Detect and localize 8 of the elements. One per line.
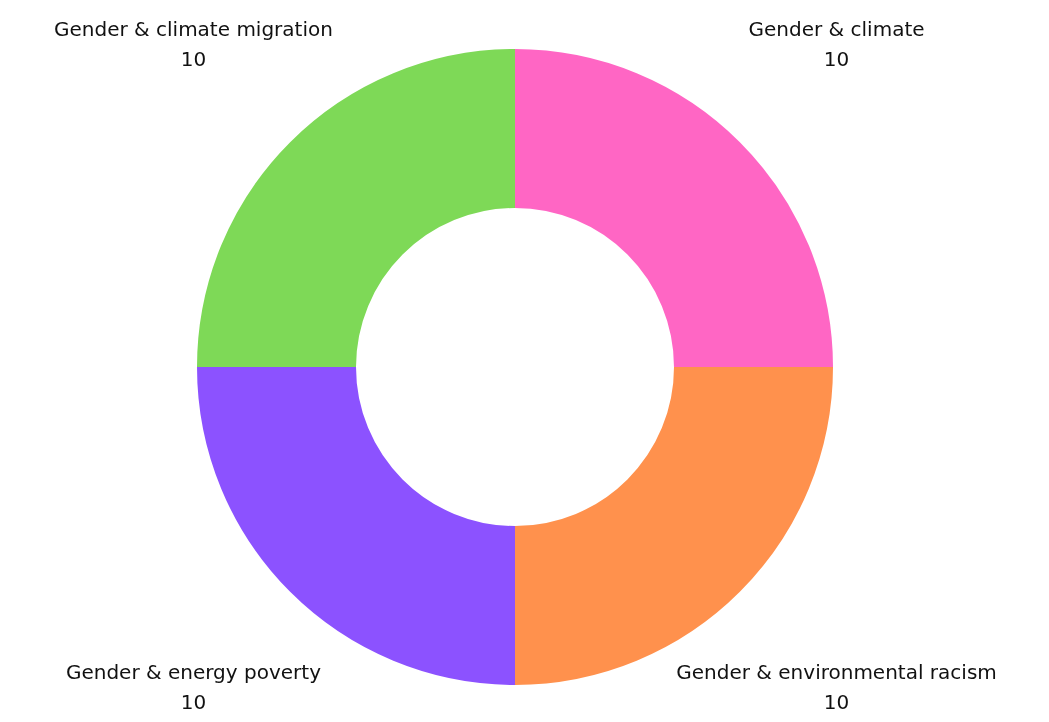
slice-label: Gender & climate [748, 16, 925, 41]
slice-label: Gender & energy poverty [65, 659, 322, 684]
data-label: 10 [823, 689, 850, 714]
slice-label: Gender & climate migration [54, 16, 333, 41]
data-label: 10 [180, 689, 207, 714]
slice-label: Gender & environmental racism [676, 659, 997, 684]
data-label: 10 [823, 46, 850, 71]
data-label: 10 [180, 46, 207, 71]
